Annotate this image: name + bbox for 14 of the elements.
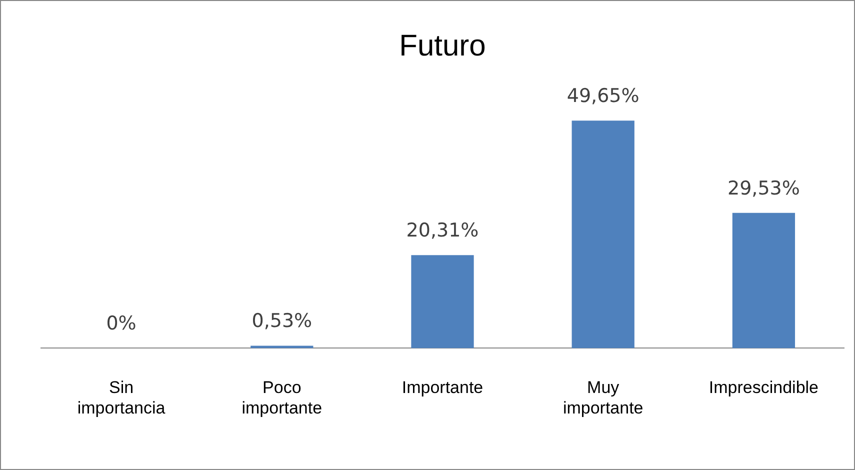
x-tick-label: Sin importancia — [77, 378, 166, 418]
x-tick-label: Importante — [402, 378, 484, 398]
data-label: 0% — [106, 312, 136, 335]
x-tick-label: Muy importante — [562, 378, 644, 418]
x-tick-label: Poco importante — [242, 378, 322, 418]
bar — [732, 212, 796, 348]
data-label: 0,53% — [252, 310, 312, 332]
bar — [572, 120, 634, 348]
data-label: 49,65% — [566, 85, 640, 108]
data-label: 29,53% — [727, 177, 800, 200]
chart-title: Futuro — [399, 29, 486, 62]
bar — [411, 255, 474, 348]
x-tick-label: Imprescindible — [708, 378, 819, 398]
data-label: 20,31% — [406, 220, 479, 242]
